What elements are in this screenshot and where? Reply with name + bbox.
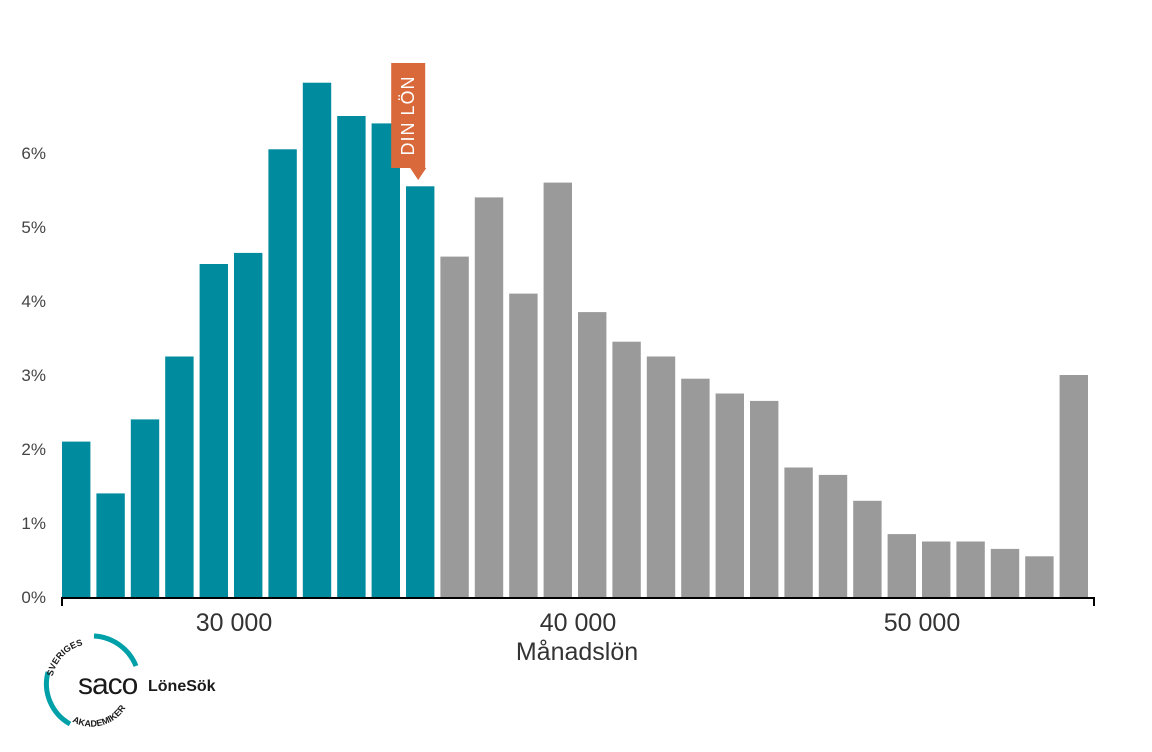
bar <box>96 493 125 597</box>
x-tick-label: 50 000 <box>884 609 960 637</box>
bar <box>268 149 297 598</box>
x-axis-ticks: 30 000 40 000 50 000 <box>196 609 960 637</box>
bar <box>922 541 951 597</box>
logo-ring-left <box>43 671 72 727</box>
x-tick-label: 30 000 <box>196 609 272 637</box>
logo-brand: saco <box>78 668 138 701</box>
bar <box>612 341 641 597</box>
bar <box>715 393 744 597</box>
bar <box>956 541 985 597</box>
y-tick-label: 1% <box>21 514 46 533</box>
y-tick-label: 2% <box>21 440 46 459</box>
bar <box>887 534 916 597</box>
bar <box>750 400 779 597</box>
y-tick-label: 4% <box>21 292 46 311</box>
logo-ring-bottom-text: AKADEMIKER <box>71 703 128 729</box>
bar <box>234 252 263 597</box>
logo-product: LöneSök <box>148 678 216 695</box>
bar <box>302 82 332 597</box>
y-tick-label: 5% <box>21 218 46 237</box>
y-tick-label: 3% <box>21 366 46 385</box>
saco-lonesok-logo: SVERIGES AKADEMIKER saco LöneSök <box>43 633 216 729</box>
bar <box>509 293 538 597</box>
bar <box>853 500 882 597</box>
bar <box>784 467 813 597</box>
x-tick-label: 40 000 <box>540 609 616 637</box>
bar <box>371 123 400 598</box>
y-tick-label: 6% <box>21 144 46 163</box>
bar <box>543 182 572 597</box>
histogram-bars <box>62 82 1088 598</box>
x-axis <box>61 597 1095 606</box>
bar <box>165 356 194 597</box>
bar <box>474 197 504 597</box>
din-lon-label: DIN LÖN <box>398 75 418 155</box>
bar <box>681 378 710 597</box>
bar <box>1025 556 1054 597</box>
bar <box>1059 375 1088 597</box>
y-axis-ticks: 0% 1% 2% 3% 4% 5% 6% <box>21 144 46 607</box>
bar <box>818 474 848 597</box>
din-lon-marker: DIN LÖN <box>391 63 427 180</box>
x-axis-label: Månadslön <box>516 638 638 666</box>
y-tick-label: 0% <box>21 588 46 607</box>
bar <box>440 256 469 597</box>
bar <box>130 419 160 597</box>
bar <box>990 548 1020 597</box>
bar <box>578 312 607 597</box>
bar <box>337 116 366 597</box>
bar <box>646 356 676 597</box>
bar <box>199 264 228 597</box>
bar <box>62 441 91 597</box>
bar <box>406 186 435 598</box>
din-lon-flag <box>391 63 427 180</box>
logo-ring-top <box>93 633 139 668</box>
